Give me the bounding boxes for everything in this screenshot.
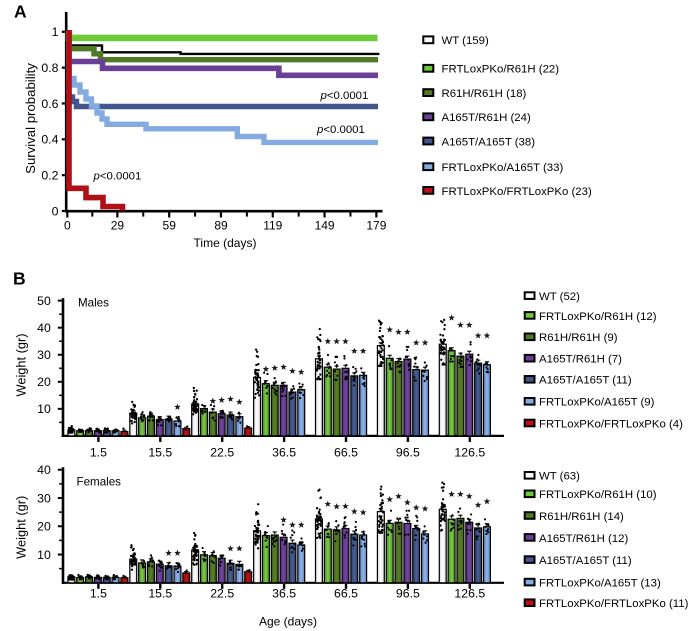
svg-text:0: 0	[64, 219, 71, 233]
svg-text:1.5: 1.5	[90, 446, 107, 460]
svg-text:66.5: 66.5	[334, 587, 358, 601]
svg-text:Weight (gr): Weight (gr)	[13, 496, 28, 559]
svg-text:A165T/A165T (11): A165T/A165T (11)	[539, 555, 632, 567]
svg-text:FRTLoxPKo/FRTLoxPKo (4): FRTLoxPKo/FRTLoxPKo (4)	[539, 418, 683, 430]
svg-text:Survival probability: Survival probability	[23, 63, 38, 174]
svg-text:30: 30	[37, 491, 51, 505]
svg-text:20: 20	[37, 375, 51, 389]
svg-text:R61H/R61H (18): R61H/R61H (18)	[442, 88, 527, 100]
svg-text:119: 119	[263, 219, 282, 233]
svg-text:A165T/A165T (38): A165T/A165T (38)	[442, 136, 536, 148]
svg-text:B: B	[13, 269, 26, 289]
svg-text:10: 10	[37, 548, 51, 562]
svg-text:Age (days): Age (days)	[259, 615, 317, 629]
svg-text:0.2: 0.2	[41, 169, 58, 183]
svg-text:Time (days): Time (days)	[194, 236, 257, 250]
svg-text:FRTLoxPKo/A165T (33): FRTLoxPKo/A165T (33)	[442, 162, 564, 174]
svg-text:15.5: 15.5	[148, 587, 172, 601]
svg-text:96.5: 96.5	[396, 446, 420, 460]
svg-text:29: 29	[111, 219, 125, 233]
svg-text:p<0.0001: p<0.0001	[320, 90, 369, 102]
svg-text:Males: Males	[78, 297, 109, 310]
svg-text:A165T/R61H (7): A165T/R61H (7)	[539, 354, 622, 366]
svg-text:149: 149	[315, 219, 335, 233]
svg-text:A165T/A165T (11): A165T/A165T (11)	[539, 375, 632, 387]
svg-text:FRTLoxPKo/A165T (13): FRTLoxPKo/A165T (13)	[539, 578, 661, 590]
svg-text:36.5: 36.5	[272, 587, 296, 601]
svg-text:59: 59	[163, 219, 177, 233]
svg-text:0.8: 0.8	[41, 61, 58, 75]
svg-text:Weight (gr): Weight (gr)	[13, 333, 28, 396]
svg-text:30: 30	[37, 348, 51, 362]
svg-text:0: 0	[52, 204, 59, 218]
svg-text:15.5: 15.5	[148, 446, 172, 460]
svg-text:WT (63): WT (63)	[539, 471, 580, 483]
svg-text:179: 179	[366, 219, 386, 233]
svg-text:66.5: 66.5	[334, 446, 358, 460]
svg-text:Females: Females	[77, 476, 122, 489]
svg-text:126.5: 126.5	[454, 587, 485, 601]
svg-text:1.5: 1.5	[90, 587, 107, 601]
svg-text:20: 20	[37, 520, 51, 534]
svg-text:126.5: 126.5	[454, 446, 485, 460]
svg-text:22.5: 22.5	[210, 446, 234, 460]
svg-text:p<0.0001: p<0.0001	[316, 124, 365, 136]
svg-text:FRTLoxPKo/R61H (10): FRTLoxPKo/R61H (10)	[539, 489, 657, 501]
svg-text:R61H/R61H (9): R61H/R61H (9)	[539, 332, 618, 344]
svg-text:p<0.0001: p<0.0001	[93, 170, 142, 182]
svg-text:96.5: 96.5	[396, 587, 420, 601]
svg-text:WT (159): WT (159)	[442, 35, 489, 47]
svg-text:1: 1	[52, 25, 59, 39]
svg-text:89: 89	[214, 219, 228, 233]
svg-text:36.5: 36.5	[272, 446, 296, 460]
svg-text:0.6: 0.6	[41, 97, 58, 111]
svg-text:R61H/R61H (14): R61H/R61H (14)	[539, 511, 624, 523]
svg-text:FRTLoxPKo/R61H (22): FRTLoxPKo/R61H (22)	[442, 64, 560, 76]
svg-text:40: 40	[37, 321, 51, 335]
svg-text:A: A	[14, 2, 27, 22]
svg-text:10: 10	[37, 402, 51, 416]
svg-text:FRTLoxPKo/R61H (12): FRTLoxPKo/R61H (12)	[539, 311, 657, 323]
svg-text:FRTLoxPKo/FRTLoxPKo (11): FRTLoxPKo/FRTLoxPKo (11)	[539, 598, 689, 610]
svg-text:FRTLoxPKo/FRTLoxPKo (23): FRTLoxPKo/FRTLoxPKo (23)	[442, 186, 592, 198]
svg-text:A165T/R61H (24): A165T/R61H (24)	[442, 112, 531, 124]
svg-text:22.5: 22.5	[210, 587, 234, 601]
svg-text:FRTLoxPKo/A165T (9): FRTLoxPKo/A165T (9)	[539, 397, 655, 409]
svg-text:WT (52): WT (52)	[539, 291, 580, 303]
svg-text:50: 50	[37, 294, 51, 308]
svg-text:0.4: 0.4	[41, 133, 58, 147]
svg-text:A165T/R61H (12): A165T/R61H (12)	[539, 533, 628, 545]
svg-text:40: 40	[37, 463, 51, 477]
